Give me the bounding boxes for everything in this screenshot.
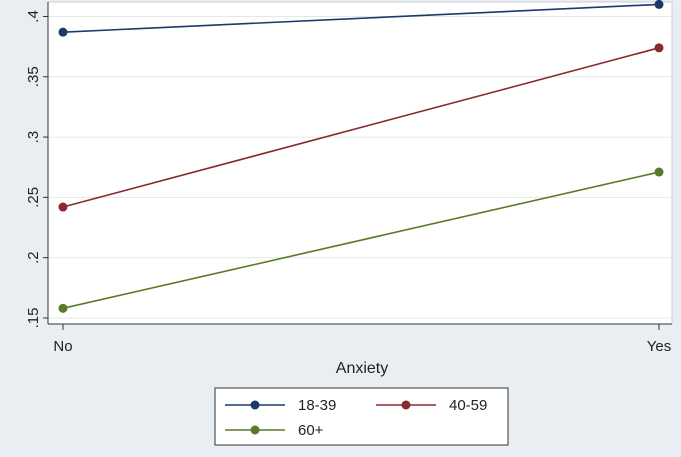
legend-label: 18-39: [298, 397, 336, 414]
data-point: [654, 167, 664, 177]
y-tick-label: .35: [25, 66, 42, 87]
legend-marker: [250, 425, 260, 435]
x-axis-title: Anxiety: [336, 360, 388, 377]
x-axis-ticks: No Yes: [53, 324, 671, 355]
legend-item-18-39: 18-39: [225, 397, 336, 414]
legend-item-60+: 60+: [225, 422, 324, 439]
series-line: [62, 47, 660, 208]
legend-marker: [250, 400, 260, 410]
series-18-39: [58, 0, 664, 37]
data-point: [654, 0, 664, 9]
series-lines: [58, 0, 664, 313]
grid-lines: [48, 15, 672, 319]
series-line: [62, 3, 660, 33]
y-tick-label: .15: [25, 308, 42, 329]
series-40-59: [58, 43, 664, 212]
y-tick-label: .2: [25, 251, 42, 264]
legend-box: [214, 387, 509, 446]
y-tick-label: .3: [25, 131, 42, 144]
legend-item-40-59: 40-59: [376, 397, 487, 414]
y-tick-label: .25: [25, 187, 42, 208]
series-60+: [58, 167, 664, 313]
plot-area: [47, 1, 673, 325]
data-point: [654, 43, 664, 53]
legend-label: 40-59: [449, 397, 487, 414]
y-axis-ticks: .15 .2 .25 .3 .35 .4: [25, 10, 48, 328]
data-point: [58, 303, 68, 313]
series-line: [62, 171, 660, 310]
legend-label: 60+: [298, 422, 324, 439]
axes: [47, 2, 672, 325]
y-tick-label: .4: [25, 10, 42, 23]
data-point: [58, 202, 68, 212]
legend: 18-39 40-59 60+: [214, 387, 509, 446]
x-tick-label: No: [53, 338, 72, 355]
legend-marker: [401, 400, 411, 410]
x-tick-label: Yes: [647, 338, 671, 355]
data-point: [58, 27, 68, 37]
